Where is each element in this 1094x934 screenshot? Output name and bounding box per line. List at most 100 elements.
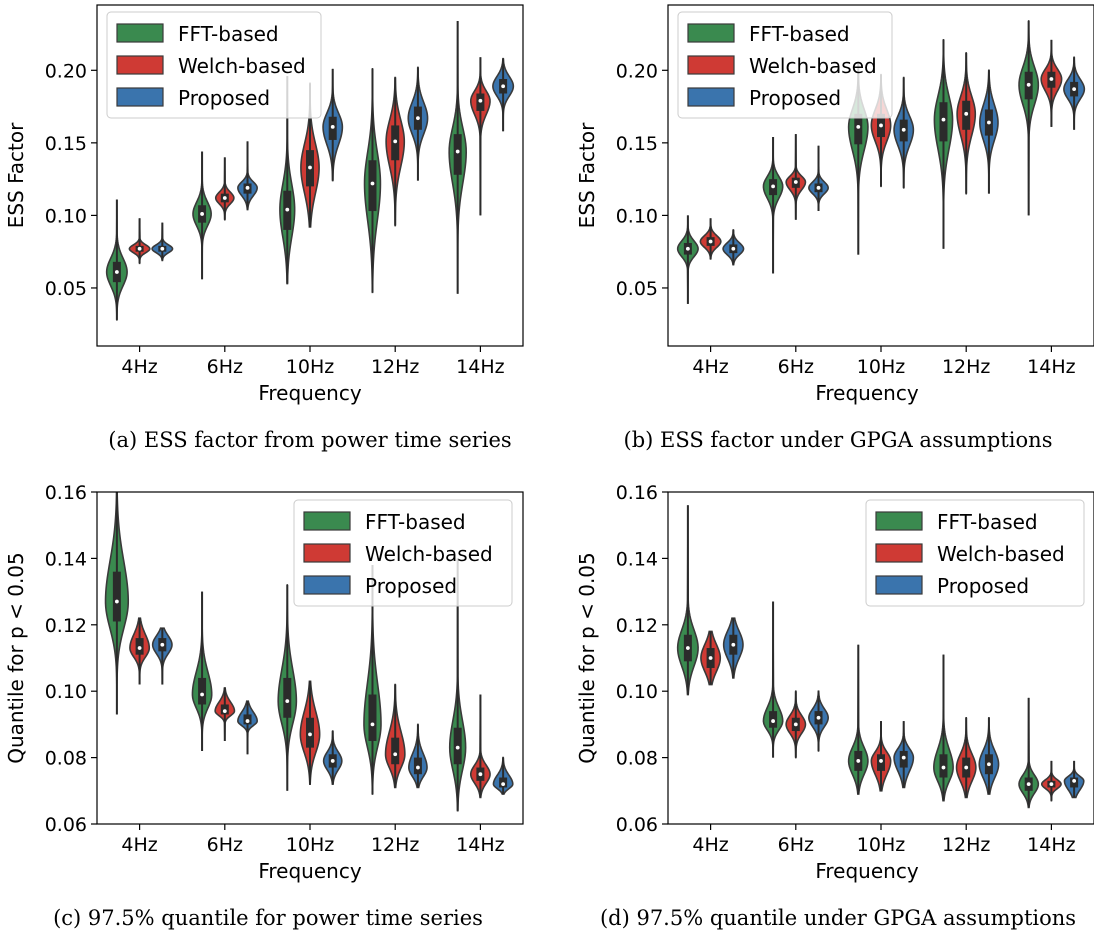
legend-swatch (875, 511, 923, 531)
legend-swatch (303, 543, 351, 563)
median-dot (731, 246, 736, 251)
legend-swatch (303, 511, 351, 531)
x-tick-label: 12Hz (371, 834, 419, 856)
median-dot (816, 185, 821, 190)
median-dot (1026, 782, 1031, 787)
x-axis-title: Frequency (815, 381, 918, 405)
y-tick-label: 0.06 (616, 814, 658, 836)
chart-panel-1: 0.05 0.10 0.15 0.20 4Hz 6Hz 10Hz 12Hz 14Hz Freque… (4, 4, 524, 452)
legend-swatch (116, 23, 164, 43)
median-dot (455, 149, 460, 154)
median-dot (1026, 82, 1031, 87)
median-dot (793, 180, 798, 184)
y-tick-label: 0.08 (616, 748, 658, 770)
x-tick-label: 10Hz (286, 834, 334, 856)
x-tick-label: 14Hz (456, 356, 504, 378)
median-dot (501, 782, 506, 787)
legend-label: Welch-based (178, 54, 306, 78)
median-dot (416, 765, 420, 770)
y-tick-label: 0.06 (45, 814, 87, 836)
y-axis-title: ESS Factor (575, 122, 599, 228)
median-dot (308, 165, 312, 170)
median-dot (708, 656, 713, 660)
median-dot (200, 212, 204, 216)
subfigure-caption: (d) 97.5% quantile under GPGA assumption… (600, 906, 1076, 930)
iqr-box (854, 113, 863, 145)
iqr-box (939, 102, 948, 142)
legend-label: FFT-based (178, 22, 279, 46)
median-dot (685, 246, 690, 251)
x-axis-title: Frequency (258, 859, 361, 883)
x-tick-label: 6Hz (778, 834, 814, 856)
median-dot (416, 116, 420, 121)
median-dot (879, 123, 883, 128)
iqr-box (453, 134, 462, 175)
legend-label: Proposed (365, 574, 457, 598)
median-dot (1049, 782, 1054, 787)
x-tick-label: 10Hz (286, 356, 334, 378)
median-dot (308, 732, 312, 737)
median-dot (901, 127, 906, 132)
x-tick-label: 4Hz (692, 834, 728, 856)
y-tick-label: 0.15 (45, 133, 87, 155)
median-dot (731, 642, 736, 647)
median-dot (816, 715, 821, 720)
y-tick-label: 0.05 (616, 278, 658, 300)
median-dot (245, 185, 250, 190)
median-dot (330, 124, 335, 129)
violins (105, 20, 515, 321)
x-tick-label: 14Hz (1027, 356, 1075, 378)
median-dot (987, 762, 991, 767)
legend-swatch (875, 575, 923, 595)
x-tick-label: 4Hz (121, 356, 157, 378)
median-dot (222, 709, 227, 714)
subfigure-caption: (c) 97.5% quantile for power time series (53, 906, 483, 930)
legend-swatch (116, 55, 164, 75)
x-tick-label: 14Hz (1027, 834, 1075, 856)
legend-label: Welch-based (749, 54, 877, 78)
legend-label: FFT-based (365, 510, 466, 534)
chart-panel-3: 0.06 0.08 0.10 0.12 0.14 0.16 4Hz 6Hz 10Hz 12Hz 14… (4, 482, 524, 930)
y-tick-label: 0.10 (616, 205, 658, 227)
median-dot (1072, 778, 1077, 783)
median-dot (501, 84, 506, 89)
median-dot (685, 646, 690, 650)
legend-label: FFT-based (937, 510, 1038, 534)
median-dot (478, 772, 483, 777)
legend-label: Welch-based (937, 542, 1065, 566)
y-axis-title: Quantile for p < 0.05 (4, 552, 28, 764)
y-tick-label: 0.14 (616, 548, 658, 570)
chart-panel-4: 0.06 0.08 0.10 0.12 0.14 0.16 4Hz 6Hz 10Hz 12Hz 14… (575, 482, 1094, 930)
median-dot (330, 759, 335, 763)
legend: FFT-based Welch-based Proposed (106, 11, 322, 119)
legend-swatch (687, 87, 735, 107)
legend: FFT-based Welch-based Proposed (865, 499, 1085, 607)
median-dot (137, 246, 142, 251)
legend-label: Proposed (749, 86, 841, 110)
median-dot (160, 246, 165, 251)
y-tick-label: 0.15 (616, 133, 658, 155)
x-tick-label: 12Hz (371, 356, 419, 378)
x-tick-label: 6Hz (207, 834, 243, 856)
legend-label: Proposed (937, 574, 1029, 598)
median-dot (793, 722, 798, 727)
x-axis-title: Frequency (815, 859, 918, 883)
legend-swatch (303, 575, 351, 595)
median-dot (856, 124, 861, 129)
y-tick-label: 0.08 (45, 748, 87, 770)
legend-swatch (875, 543, 923, 563)
median-dot (393, 139, 398, 144)
chart-panel-2: 0.05 0.10 0.15 0.20 4Hz 6Hz 10Hz 12Hz 14Hz Freque… (575, 4, 1094, 452)
y-tick-label: 0.16 (616, 482, 658, 504)
iqr-box (283, 677, 292, 718)
x-tick-label: 10Hz (857, 356, 905, 378)
x-tick-label: 6Hz (207, 356, 243, 378)
x-tick-label: 10Hz (857, 834, 905, 856)
violins (104, 492, 514, 812)
y-tick-label: 0.20 (45, 60, 87, 82)
legend-swatch (687, 55, 735, 75)
median-dot (137, 646, 142, 650)
median-dot (370, 722, 375, 727)
legend-label: FFT-based (749, 22, 850, 46)
median-dot (901, 755, 906, 760)
